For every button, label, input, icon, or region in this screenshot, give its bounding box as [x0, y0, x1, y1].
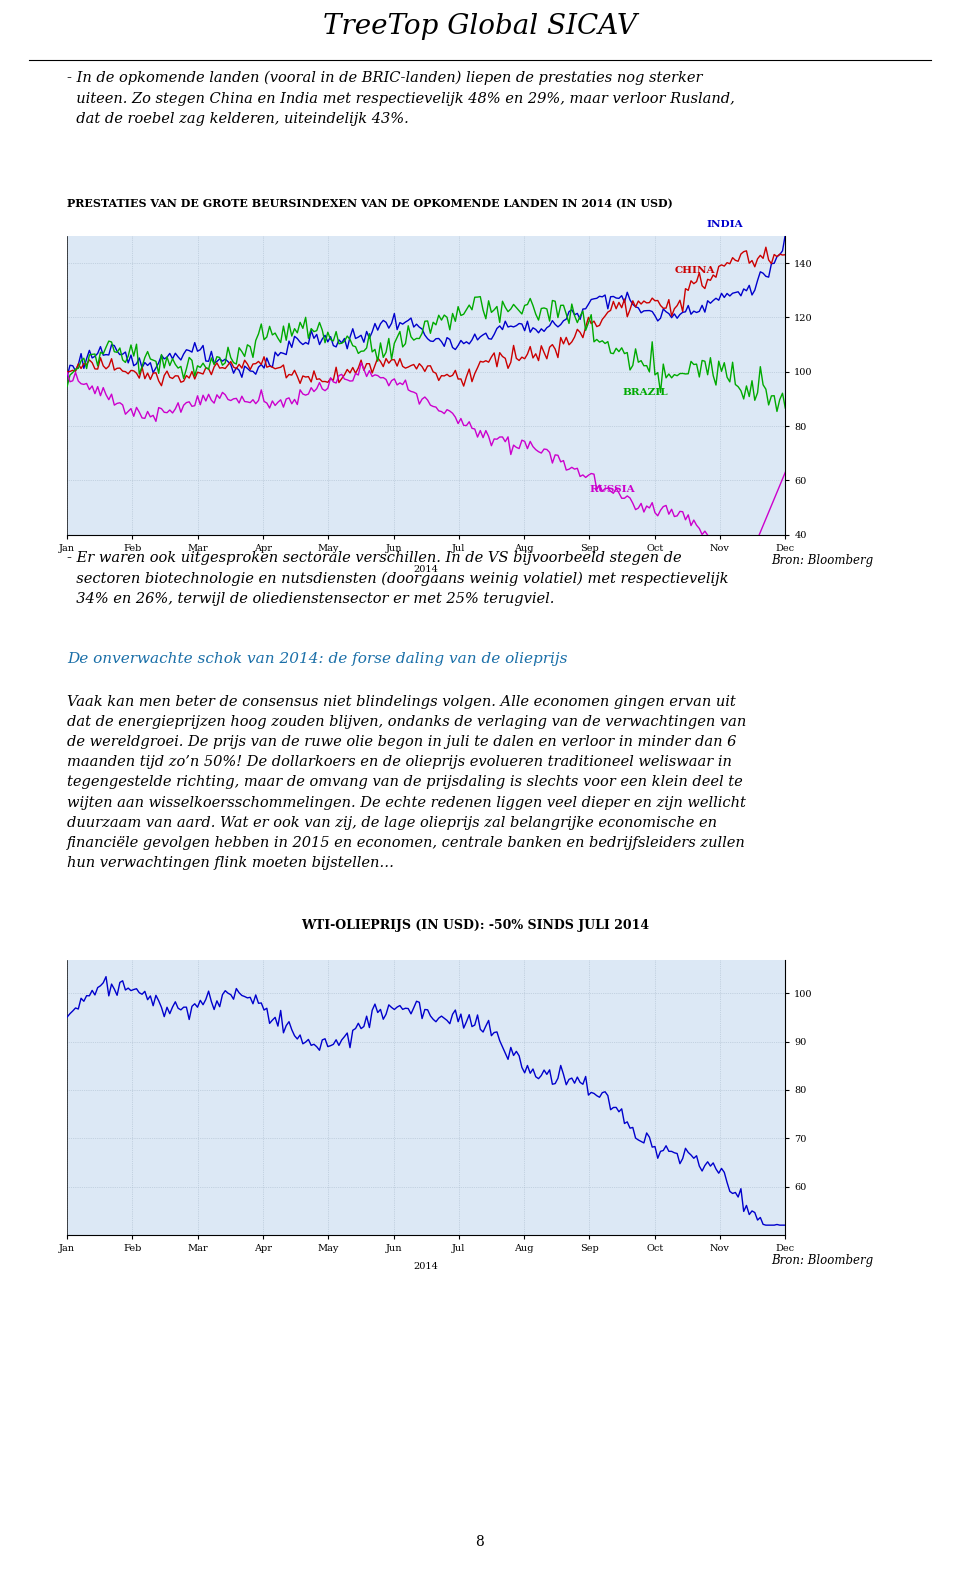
Text: CHINA: CHINA: [674, 266, 715, 275]
Text: 2014: 2014: [414, 565, 439, 574]
Text: 8: 8: [475, 1535, 485, 1548]
Text: 2014: 2014: [414, 1262, 439, 1271]
Text: - Er waren ook uitgesproken sectorale verschillen. In de VS bijvoorbeeld stegen : - Er waren ook uitgesproken sectorale ve…: [67, 551, 729, 606]
Text: Vaak kan men beter de consensus niet blindelings volgen. Alle economen gingen er: Vaak kan men beter de consensus niet bli…: [67, 695, 747, 870]
Text: INDIA: INDIA: [707, 220, 744, 230]
Text: BRAZIL: BRAZIL: [622, 389, 668, 396]
Text: De onverwachte schok van 2014: de forse daling van de olieprijs: De onverwachte schok van 2014: de forse …: [67, 651, 567, 665]
Text: PRESTATIES VAN DE GROTE BEURSINDEXEN VAN DE OPKOMENDE LANDEN IN 2014 (IN USD): PRESTATIES VAN DE GROTE BEURSINDEXEN VAN…: [67, 198, 673, 209]
Text: RUSSIA: RUSSIA: [589, 484, 636, 494]
Text: TreeTop Global SICAV: TreeTop Global SICAV: [324, 13, 636, 39]
Text: Bron: Bloomberg: Bron: Bloomberg: [772, 554, 874, 566]
Text: WTI-OLIEPRIJS (IN USD): -50% SINDS JULI 2014: WTI-OLIEPRIJS (IN USD): -50% SINDS JULI …: [301, 919, 649, 931]
Text: Bron: Bloomberg: Bron: Bloomberg: [772, 1254, 874, 1266]
Text: - In de opkomende landen (vooral in de BRIC-landen) liepen de prestaties nog ste: - In de opkomende landen (vooral in de B…: [67, 71, 735, 126]
